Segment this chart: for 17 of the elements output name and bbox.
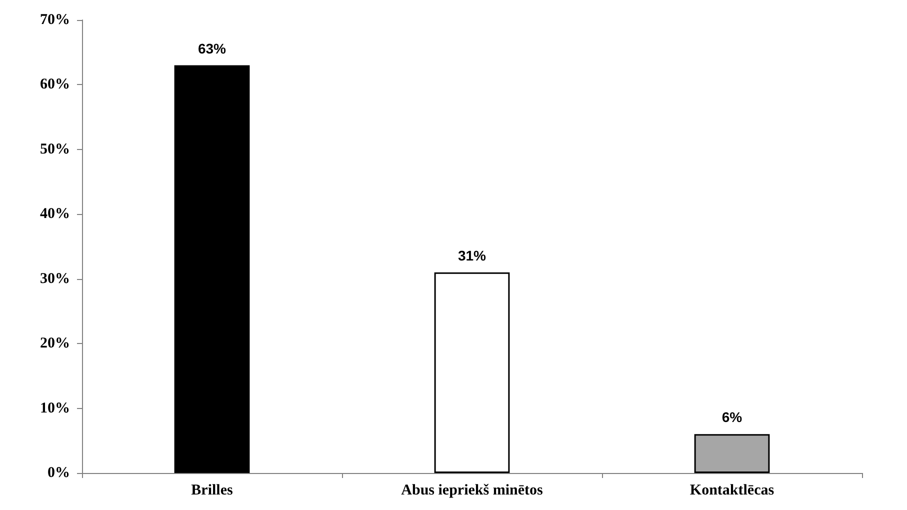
x-tick-label: Kontaktlēcas [690,482,774,498]
bar [174,65,250,473]
data-label: 6% [722,409,743,426]
x-tick-label: Brilles [191,482,233,498]
y-tick-label: 50% [40,141,70,158]
y-tick-label: 40% [40,206,70,222]
data-label: 63% [198,40,227,56]
data-label: 31% [458,247,487,264]
y-tick-label: 70% [40,12,70,28]
x-tick-label: Abus iepriekš minētos [401,482,543,498]
y-tick-label: 30% [40,270,70,287]
y-tick-label: 0% [48,465,70,481]
y-tick-label: 20% [40,336,70,352]
bar [694,434,770,473]
bar [434,272,510,473]
y-tick-label: 10% [40,400,70,416]
y-tick-label: 60% [40,76,70,93]
